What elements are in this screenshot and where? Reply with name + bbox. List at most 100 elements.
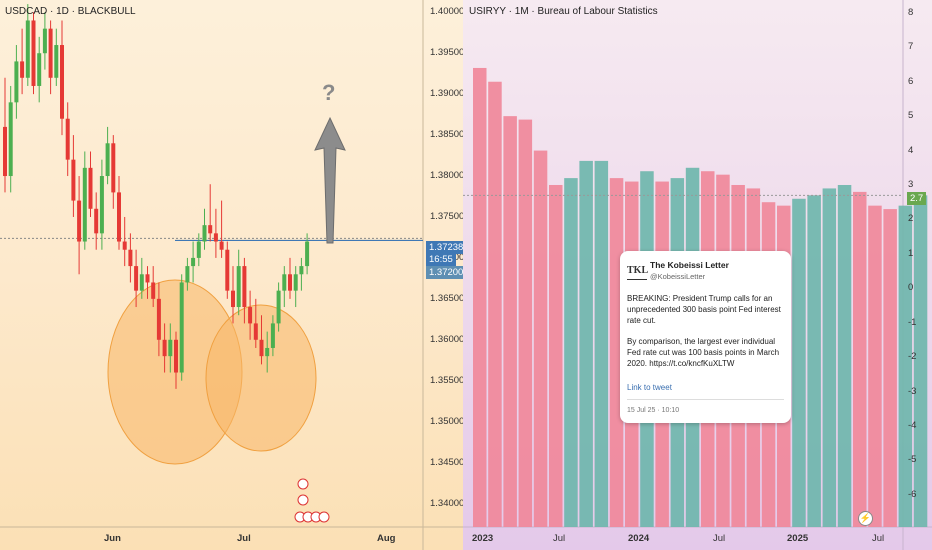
price-axis-label: 1.36000 — [430, 333, 463, 345]
time-label-2023: 2023 — [472, 533, 494, 544]
usiryy-chart-title: USIRYY · 1M · Bureau of Labour Statistic… — [469, 6, 658, 17]
link-to-tweet[interactable]: Link to tweet — [627, 383, 672, 392]
value-axis-label: 3 — [908, 178, 914, 190]
candle-body — [139, 274, 144, 291]
candle-body — [288, 274, 292, 291]
candle-body — [293, 274, 298, 291]
tweet-divider — [627, 399, 784, 400]
candle-body — [162, 339, 167, 357]
candle-body — [253, 323, 258, 340]
candle-body — [31, 20, 36, 86]
candle-body — [77, 200, 82, 242]
time-label-jul: Jul — [237, 533, 251, 544]
candle-body — [248, 307, 253, 324]
usdcad-chart-panel[interactable]: USDCAD · 1D · BLACKBULL 1.40000 1.39500 1.… — [0, 0, 463, 550]
candle-body — [65, 118, 70, 160]
candle-body — [82, 167, 87, 242]
second-price-tag: 1.37200 — [426, 266, 463, 279]
value-axis-label: -5 — [908, 454, 917, 466]
inflation-bar — [473, 67, 487, 528]
value-axis-label: 5 — [908, 110, 914, 122]
candle-body — [14, 61, 19, 103]
inflation-bar — [533, 150, 548, 528]
price-axis-label: 1.39000 — [430, 88, 463, 100]
tweet-author-handle: @KobeissiLetter — [650, 272, 706, 281]
tweet-paragraph-2: By comparison, the largest ever individu… — [627, 337, 780, 368]
candle-body — [42, 28, 47, 54]
candle-body — [305, 241, 310, 267]
candle-body — [191, 257, 196, 267]
inflation-bar — [807, 195, 821, 527]
candle-body — [202, 225, 207, 242]
time-label-aug: Aug — [377, 533, 396, 544]
value-axis-label: 8 — [908, 6, 914, 18]
value-axis-label: -1 — [908, 316, 917, 328]
candle-body — [282, 274, 287, 291]
candle-body — [219, 241, 224, 250]
usiryy-bar-chart[interactable] — [463, 0, 932, 550]
value-axis-label: -3 — [908, 385, 917, 397]
time-label-jul-2024: Jul — [713, 533, 726, 544]
value-axis-label: 1 — [908, 247, 914, 259]
inflation-bar — [488, 81, 502, 527]
event-lightning-icon — [297, 478, 309, 490]
price-axis-label: 1.40000 — [430, 6, 463, 18]
inflation-bar — [594, 160, 609, 528]
price-axis-label: 1.39500 — [430, 47, 463, 59]
usdcad-candle-chart[interactable] — [0, 0, 463, 550]
question-mark-annotation: ? — [322, 80, 336, 105]
value-axis-label: 2 — [908, 213, 914, 225]
tweet-card[interactable]: TKL The Kobeissi Letter @KobeissiLetter … — [620, 251, 791, 423]
inflation-bar — [883, 209, 897, 527]
candle-body — [3, 126, 7, 177]
candle-body — [236, 266, 241, 308]
event-flag-icon — [318, 511, 330, 523]
time-label-jun: Jun — [104, 533, 121, 544]
inflation-bar — [898, 205, 913, 528]
candle-body — [265, 347, 270, 357]
tweet-paragraph-1: BREAKING: President Trump calls for an u… — [627, 294, 781, 325]
time-label-jul-2023: Jul — [553, 533, 566, 544]
pattern-circle-right — [205, 304, 317, 452]
inflation-bar — [837, 184, 852, 527]
inflation-bar — [913, 195, 928, 527]
usdcad-chart-title: USDCAD · 1D · BLACKBULL — [5, 6, 136, 17]
candle-body — [196, 241, 201, 258]
tweet-date: 15 Jul 25 · 10:10 — [627, 407, 680, 414]
candle-body — [185, 266, 190, 283]
value-axis-label: -4 — [908, 419, 917, 431]
value-axis-label: 0 — [908, 282, 914, 294]
candle-body — [54, 45, 59, 78]
inflation-bar — [868, 205, 882, 528]
candle-body — [151, 282, 156, 299]
price-axis-label: 1.34000 — [430, 497, 463, 509]
candle-body — [299, 266, 304, 275]
candle-body — [128, 249, 133, 267]
inflation-bar — [822, 188, 837, 528]
candle-body — [8, 102, 13, 177]
price-axis-label: 1.36500 — [430, 292, 463, 304]
price-axis-label: 1.37500 — [430, 210, 463, 222]
candle-body — [276, 290, 281, 324]
candle-body — [60, 45, 64, 119]
inflation-bar — [503, 116, 517, 527]
candle-body — [105, 143, 110, 177]
candle-body — [94, 208, 99, 234]
tweet-body: BREAKING: President Trump calls for an u… — [627, 293, 785, 379]
candle-body — [168, 339, 173, 357]
inflation-bar — [564, 178, 578, 528]
value-axis-label: -2 — [908, 351, 917, 363]
candle-body — [242, 266, 247, 308]
inflation-bar — [518, 119, 533, 528]
inflation-bar — [609, 178, 624, 528]
usiryy-chart-panel[interactable]: USIRYY · 1M · Bureau of Labour Statistic… — [463, 0, 932, 550]
lightning-icon[interactable]: ⚡ — [858, 511, 873, 526]
time-label-jul-2025: Jul — [872, 533, 885, 544]
candle-body — [134, 266, 139, 291]
candle-body — [25, 20, 30, 78]
time-label-2024: 2024 — [628, 533, 650, 544]
inflation-bar — [792, 198, 806, 527]
candle-body — [231, 290, 235, 308]
up-arrow-annotation — [314, 116, 346, 244]
price-axis-label: 1.38000 — [430, 170, 463, 182]
